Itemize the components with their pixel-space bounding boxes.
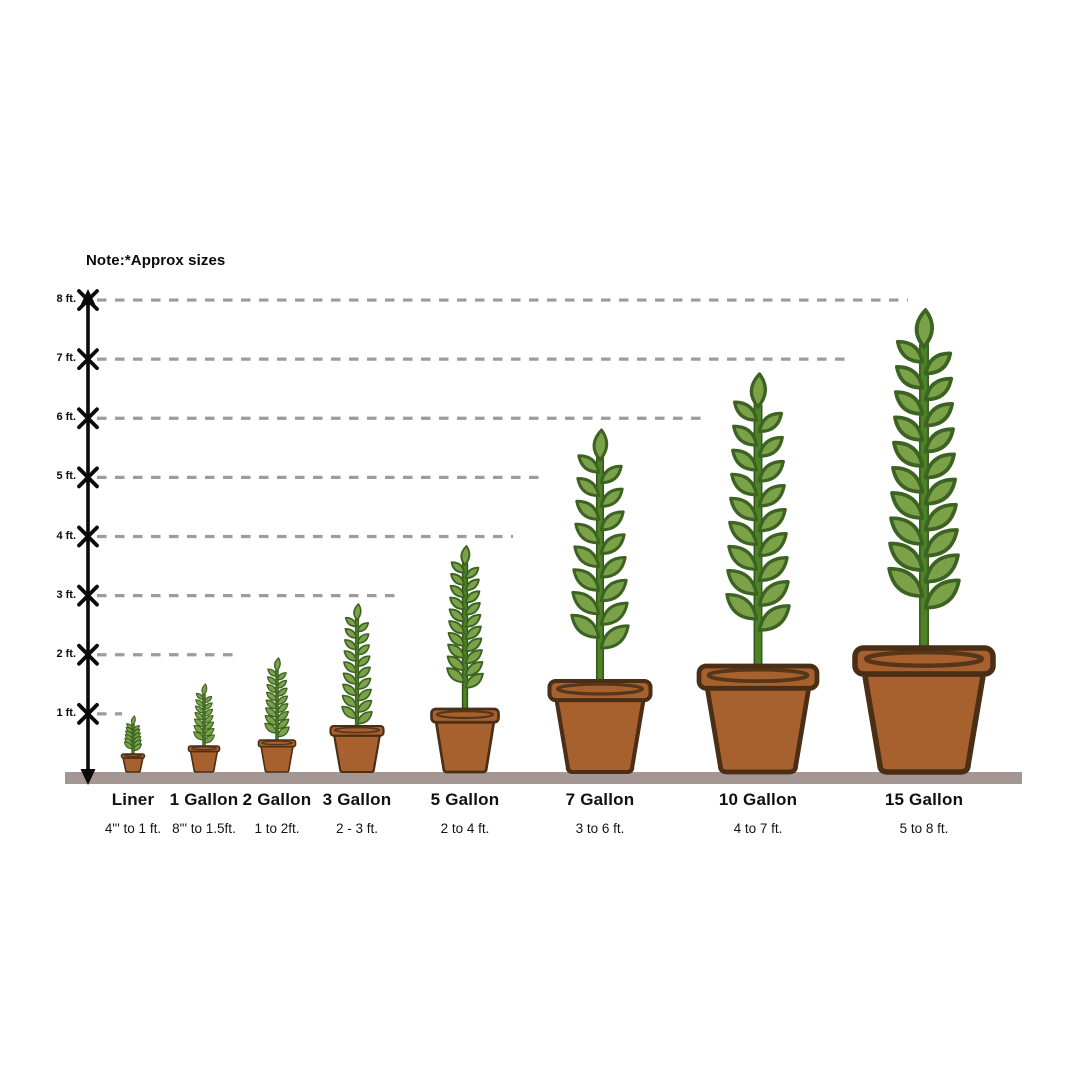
category-size-range-5-gallon: 2 to 4 ft. <box>440 821 490 836</box>
plant-3-gallon <box>341 603 373 735</box>
axis-tick-1-ft: 1 ft. <box>56 706 76 719</box>
specimen-liner <box>120 715 146 773</box>
ground-bar <box>65 772 1022 784</box>
axis-x-marker-2ft <box>77 643 99 666</box>
category-name-7-gallon: 7 Gallon <box>565 790 635 809</box>
axis-x-marker-4ft <box>77 525 99 548</box>
category-name-liner: Liner <box>111 790 155 809</box>
chart-note: Note:*Approx sizes <box>86 252 226 269</box>
category-size-range-7-gallon: 3 to 6 ft. <box>575 821 625 836</box>
plant-5-gallon <box>446 545 484 722</box>
axis-arrow-up <box>80 289 96 305</box>
axis-x-marker-3ft <box>77 584 99 607</box>
plant-1-gallon <box>193 683 215 752</box>
pot-3-gallon <box>329 724 385 774</box>
category-name-15-gallon: 15 Gallon <box>884 790 964 809</box>
plant-10-gallon <box>725 372 791 687</box>
axis-tick-2-ft: 2 ft. <box>56 647 76 660</box>
plant-7-gallon <box>570 428 630 699</box>
category-size-range-1-gallon: 8"' to 1.5ft. <box>172 821 236 836</box>
pot-5-gallon <box>430 707 500 774</box>
category-size-range-15-gallon: 5 to 8 ft. <box>899 821 949 836</box>
specimen-7-gallon <box>547 428 653 775</box>
axis-x-marker-7ft <box>77 348 99 371</box>
axis-tick-6-ft: 6 ft. <box>56 411 76 424</box>
specimen-2-gallon <box>257 657 297 773</box>
axis-tick-3-ft: 3 ft. <box>56 588 76 601</box>
axis-tick-8-ft: 8 ft. <box>56 293 76 306</box>
category-name-2-gallon: 2 Gallon <box>242 790 312 809</box>
category-name-1-gallon: 1 Gallon <box>169 790 239 809</box>
plant-2-gallon <box>264 657 290 747</box>
category-name-5-gallon: 5 Gallon <box>430 790 500 809</box>
specimen-3-gallon <box>329 603 385 774</box>
category-size-range-2-gallon: 1 to 2ft. <box>254 821 300 836</box>
pot-liner <box>120 753 146 773</box>
category-size-range-3-gallon: 2 - 3 ft. <box>335 821 379 836</box>
axis-x-marker-6ft <box>77 407 99 430</box>
axis-tick-7-ft: 7 ft. <box>56 352 76 365</box>
category-name-10-gallon: 10 Gallon <box>718 790 798 809</box>
category-size-range-10-gallon: 4 to 7 ft. <box>733 821 783 836</box>
pot-2-gallon <box>257 739 297 773</box>
axis-x-marker-5ft <box>77 466 99 489</box>
axis-tick-5-ft: 5 ft. <box>56 470 76 483</box>
axis-tick-4-ft: 4 ft. <box>56 529 76 542</box>
specimen-15-gallon <box>852 308 996 775</box>
specimen-10-gallon <box>696 372 820 775</box>
specimen-5-gallon <box>430 545 500 774</box>
height-axis <box>77 289 99 785</box>
specimen-1-gallon <box>187 683 221 773</box>
plant-liner <box>123 715 143 759</box>
category-name-3-gallon: 3 Gallon <box>322 790 392 809</box>
plant-15-gallon <box>887 308 961 672</box>
axis-x-marker-8ft <box>77 289 99 311</box>
pot-1-gallon <box>187 745 221 773</box>
axis-arrow-down <box>80 769 96 785</box>
category-size-range-liner: 4"' to 1 ft. <box>104 821 162 836</box>
axis-x-marker-1ft <box>77 702 99 725</box>
pot-7-gallon <box>547 678 653 775</box>
pot-10-gallon <box>696 663 820 775</box>
pot-15-gallon <box>852 645 996 775</box>
